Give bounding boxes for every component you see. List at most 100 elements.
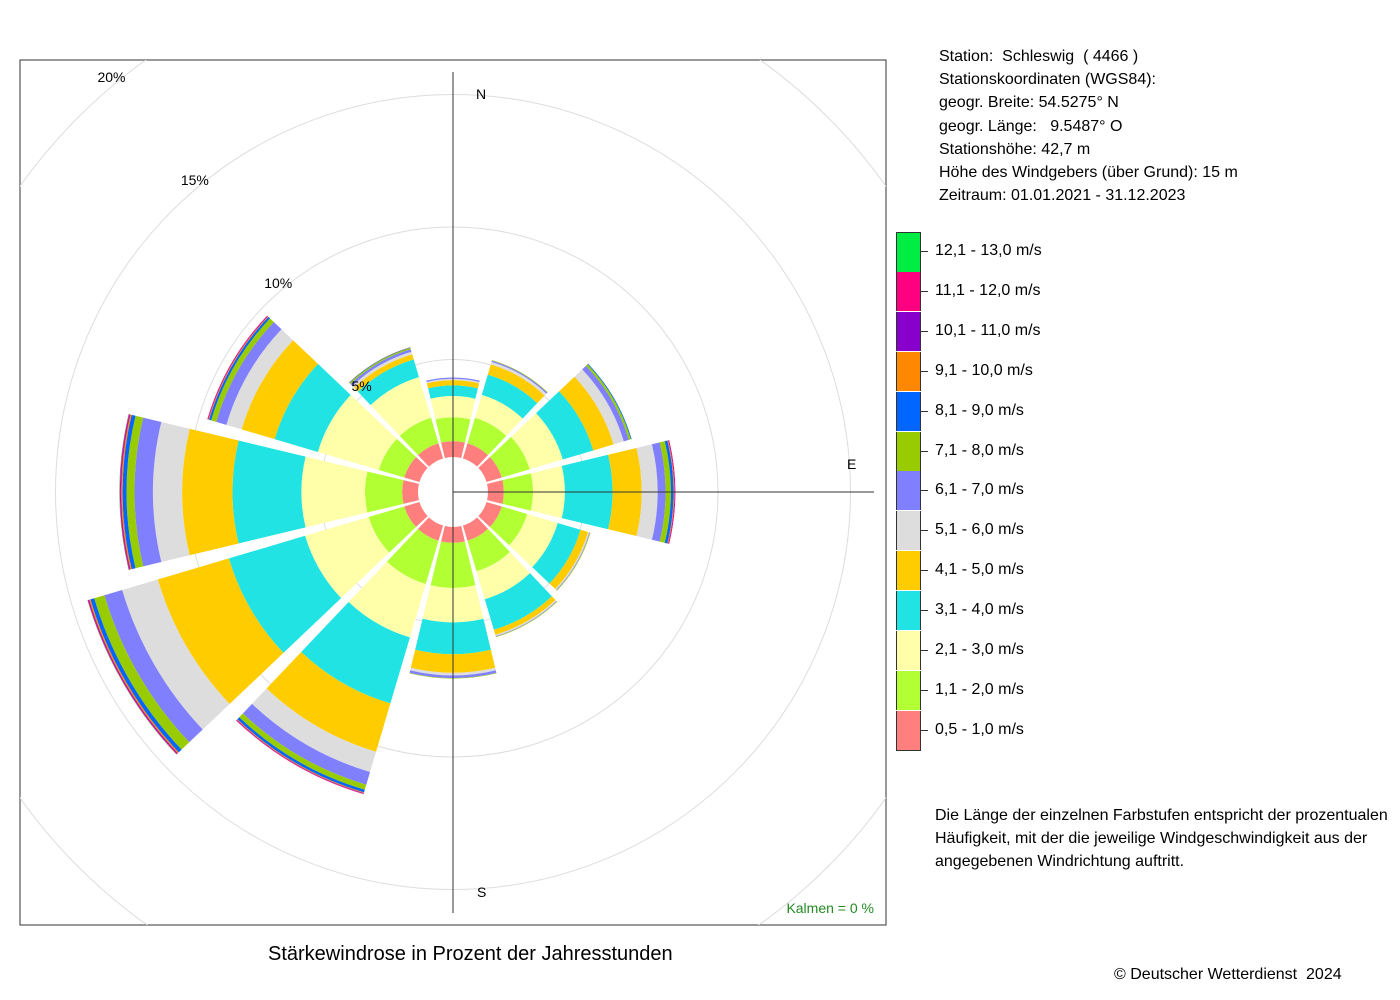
sector-segment [410, 667, 496, 676]
legend-tick [921, 650, 928, 651]
sector-segment [417, 443, 444, 467]
legend-label: 9,1 - 10,0 m/s [935, 361, 1033, 379]
sector-segment [241, 340, 319, 440]
note-line: angegebenen Windrichtung auftritt. [935, 853, 1185, 870]
legend-swatch [896, 391, 921, 431]
plot-frame [19, 59, 887, 926]
sector-segment [122, 579, 230, 730]
legend-tick [921, 570, 928, 572]
ring-label: 5% [351, 378, 371, 394]
station-height: Stationshöhe: 42,7 m [939, 140, 1091, 158]
legend-item: 11,1 - 12,0 m/s [896, 271, 1156, 312]
legend-tick [921, 370, 928, 372]
sector-segment [242, 703, 371, 785]
sector-segment [134, 417, 162, 567]
sector-segment [536, 391, 594, 460]
legend-tick [921, 689, 928, 691]
legend-swatch [896, 431, 921, 471]
station-longitude: geogr. Länge: 9.5487° O [939, 117, 1123, 135]
legend-item: 5,1 - 6,0 m/s [896, 511, 1156, 551]
legend-label: 10,1 - 11,0 m/s [935, 321, 1041, 339]
sector-segment [467, 528, 510, 572]
legend-item: 1,1 - 2,0 m/s [896, 670, 1156, 711]
note-line: Die Länge der einzelnen Farbstufen entsp… [935, 807, 1388, 824]
sector-segment [119, 414, 130, 570]
legend-label: 0,5 - 1,0 m/s [935, 720, 1024, 738]
sector-segment [417, 517, 444, 541]
station-latitude: geogr. Breite: 54.5275° N [939, 94, 1119, 112]
sector-segment [559, 376, 614, 451]
sector-segment [121, 414, 132, 570]
station-name: Station: Schleswig ( 4466 ) [939, 48, 1139, 65]
sector-segment [404, 501, 428, 528]
east-label: E [847, 456, 856, 472]
copyright: © Deutscher Wetterdienst 2024 [1114, 966, 1342, 983]
legend-item: 10,1 - 11,0 m/s [896, 311, 1156, 352]
legend-swatch [896, 710, 921, 751]
sector-segment [478, 456, 502, 483]
sector-segment [478, 501, 502, 528]
legend-tick [921, 490, 928, 492]
station-info: Station: Schleswig ( 4466 ) Stationskoor… [939, 45, 1238, 207]
sector-segment [239, 713, 367, 790]
legend-item: 4,1 - 5,0 m/s [896, 551, 1156, 591]
legend-label: 5,1 - 6,0 m/s [935, 521, 1024, 539]
legend-tick [921, 410, 928, 412]
sector-segment [228, 535, 342, 653]
legend-label: 1,1 - 2,0 m/s [935, 680, 1024, 698]
sector-segment [357, 359, 419, 406]
legend-tick [921, 290, 928, 292]
sector-segment [94, 595, 190, 750]
anemometer-height: Höhe des Windgebers (über Grund): 15 m [939, 164, 1238, 182]
note-line: Häufigkeit, mit der die jeweilige Windge… [935, 830, 1368, 847]
sector-segment [404, 456, 428, 483]
sector-segment [511, 413, 563, 470]
sector-segment [476, 551, 530, 600]
sector-segment [409, 672, 497, 679]
legend-item: 6,1 - 7,0 m/s [896, 471, 1156, 511]
legend-label: 3,1 - 4,0 m/s [935, 601, 1024, 619]
sector-segment [664, 440, 674, 544]
legend-item: 3,1 - 4,0 m/s [896, 591, 1156, 631]
legend-item: 0,5 - 1,0 m/s [896, 710, 1156, 751]
legend-swatch [896, 311, 921, 351]
legend-swatch [896, 511, 921, 551]
legend-tick [921, 530, 928, 532]
sector-segment [365, 471, 404, 513]
sector-segment [532, 523, 581, 584]
sector-segment [182, 428, 239, 556]
sector-segment [348, 561, 426, 638]
sector-segment [489, 436, 530, 478]
calm-label: Kalmen = 0 % [786, 900, 874, 916]
sector-segment [409, 670, 497, 679]
legend-tick [921, 330, 928, 332]
sector-segment [301, 456, 368, 528]
sector-segment [368, 506, 417, 553]
sector-segment [484, 573, 552, 630]
sector-segment [119, 414, 129, 570]
sector-segment [232, 440, 306, 544]
sector-segment [426, 378, 480, 384]
sector-segment [399, 417, 439, 456]
legend-item: 2,1 - 3,0 m/s [896, 631, 1156, 671]
sector-segment [317, 394, 397, 471]
sector-segment [462, 443, 489, 467]
ring-label: 10% [264, 275, 292, 291]
sector-segment [402, 480, 419, 504]
wind-sectors [87, 315, 676, 795]
compass-axes [452, 72, 874, 913]
legend-swatch [896, 471, 921, 511]
sector-segment [493, 596, 556, 635]
sector-segment [122, 414, 136, 570]
legend-tick [921, 729, 928, 731]
sector-segment [266, 651, 391, 752]
legend-swatch [896, 351, 921, 391]
chart-title: Stärkewindrose in Prozent der Jahresstun… [268, 943, 673, 965]
sector-segment [352, 351, 413, 388]
north-label: N [476, 86, 486, 102]
sector-segment [582, 365, 629, 442]
ring-label: 15% [181, 172, 209, 188]
sector-segment [659, 441, 671, 543]
sector-segment [489, 506, 528, 546]
sector-segment [104, 589, 203, 743]
